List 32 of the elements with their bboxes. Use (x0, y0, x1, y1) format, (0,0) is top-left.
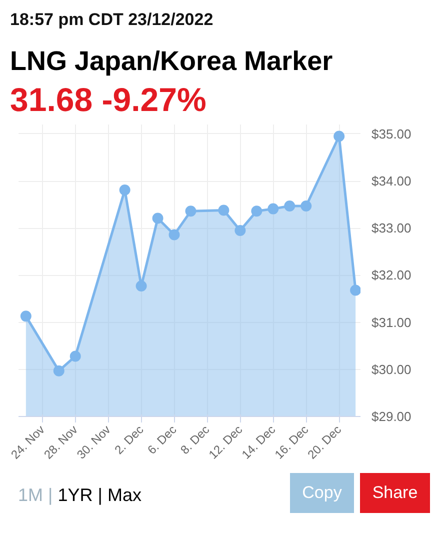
text: 1YR (58, 485, 93, 505)
chart-title: LNG Japan/Korea Marker (10, 45, 333, 78)
x-tick-label: 6. Dec (144, 422, 180, 457)
point (20, 310, 32, 322)
x-tick-label: 2. Dec (112, 422, 146, 457)
text: Max (107, 485, 142, 505)
text: 1M (18, 485, 44, 505)
point (350, 284, 360, 296)
point (53, 365, 64, 376)
point (268, 203, 279, 214)
text: | (98, 485, 102, 505)
text: | (48, 485, 53, 505)
y-tick-label: $33.00 (372, 220, 412, 236)
y-tick-label: $30.00 (372, 362, 412, 377)
point (136, 280, 147, 292)
point (300, 200, 312, 212)
point (168, 229, 180, 240)
text: Copy (290, 473, 354, 513)
y-tick-label: $32.00 (372, 268, 412, 283)
y-tick-label: $34.00 (372, 174, 412, 189)
y-tick-label: $29.00 (372, 409, 412, 424)
text: 31.68 -9.27% (10, 80, 206, 120)
point (234, 224, 246, 236)
point (119, 184, 130, 196)
point (152, 212, 164, 224)
text: 18:57 pm CDT 23/12/2022 (10, 9, 214, 31)
text: Share (360, 473, 430, 513)
y-tick-label: $35.00 (372, 126, 412, 142)
point (334, 130, 345, 142)
point (218, 204, 230, 216)
point (70, 350, 81, 362)
y-tick-label: $31.00 (372, 314, 412, 330)
